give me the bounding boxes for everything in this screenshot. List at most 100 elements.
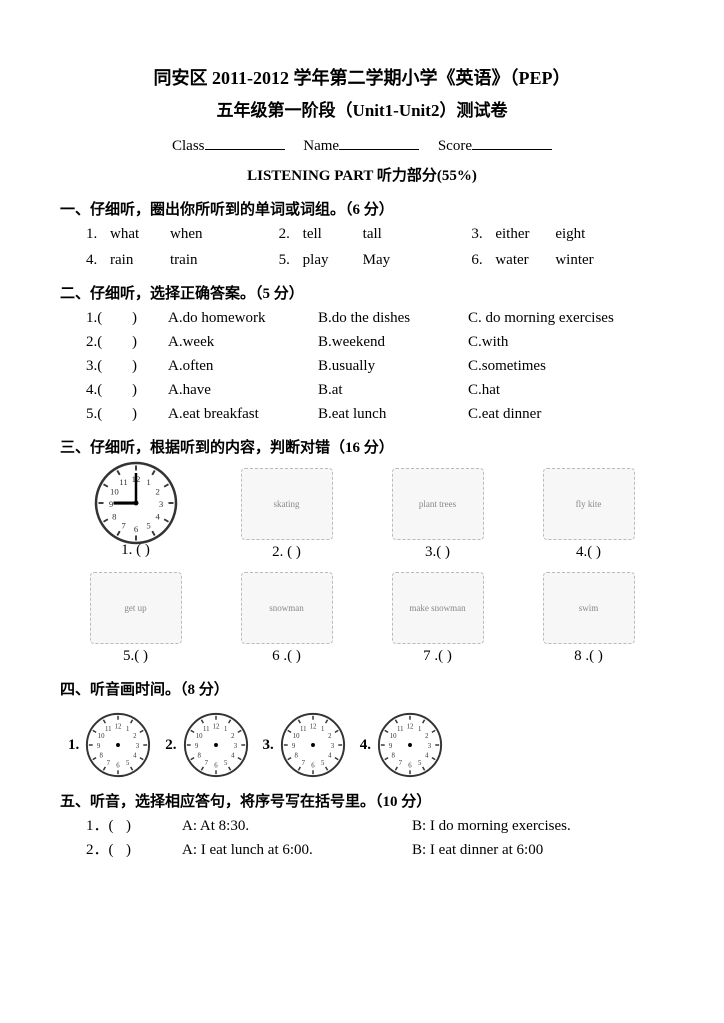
s3-pic: swim: [543, 572, 635, 644]
s4-label: 3.: [263, 733, 274, 757]
svg-text:8: 8: [391, 753, 395, 760]
s1-item: 6.waterwinter: [471, 248, 664, 272]
s3-pic-cell: make snowman7 .( ): [378, 572, 498, 668]
svg-text:12: 12: [407, 723, 414, 730]
svg-text:5: 5: [418, 760, 422, 767]
s3-caption: 1. ( ): [121, 538, 150, 562]
s4-clocks: 1.1212345678910112.1212345678910113.1212…: [60, 710, 664, 780]
svg-text:11: 11: [300, 726, 307, 733]
s3-pic: skating: [241, 468, 333, 540]
s3-pic-cell: plant trees3.( ): [378, 468, 498, 564]
s3-caption: 6 .( ): [272, 644, 301, 668]
svg-text:4: 4: [328, 753, 332, 760]
s3-caption: 2. ( ): [272, 540, 301, 564]
s2-row: 2.()A.weekB.weekendC.with: [86, 330, 664, 354]
s2-title: 二、仔细听，选择正确答案。（5 分）: [60, 282, 664, 306]
s3-pic-cell: skating2. ( ): [227, 468, 347, 564]
s3-caption: 4.( ): [576, 540, 601, 564]
s2-row: 4.()A.have B.at C.hat: [86, 378, 664, 402]
score-blank[interactable]: [472, 135, 552, 150]
s4-label: 1.: [68, 733, 79, 757]
svg-text:6: 6: [117, 762, 121, 769]
svg-text:11: 11: [397, 726, 404, 733]
svg-text:9: 9: [194, 743, 198, 750]
s3-pic-cell: 1212345678910111. ( ): [76, 468, 196, 564]
s1-item: 4.raintrain: [86, 248, 279, 272]
clock-icon: 121234567891011: [278, 710, 348, 780]
svg-text:3: 3: [428, 743, 432, 750]
name-blank[interactable]: [339, 135, 419, 150]
s3-pic: plant trees: [392, 468, 484, 540]
svg-text:12: 12: [212, 723, 219, 730]
svg-text:2: 2: [425, 733, 429, 740]
svg-text:6: 6: [214, 762, 218, 769]
s5-row: 2．()A: I eat lunch at 6:00.B: I eat dinn…: [86, 838, 664, 862]
svg-text:9: 9: [292, 743, 296, 750]
svg-text:8: 8: [112, 511, 117, 521]
svg-text:12: 12: [309, 723, 316, 730]
name-label: Name: [303, 138, 339, 154]
student-info: Class Name Score: [60, 134, 664, 158]
svg-text:1: 1: [418, 726, 421, 733]
s1-item: 1.whatwhen: [86, 222, 279, 246]
svg-text:10: 10: [293, 733, 300, 740]
s4-label: 2.: [165, 733, 176, 757]
s3-pic: get up: [90, 572, 182, 644]
svg-text:9: 9: [108, 499, 113, 509]
s3-pic: 121234567891011: [91, 468, 181, 538]
s3-pic: make snowman: [392, 572, 484, 644]
s1-item: 2.telltall: [279, 222, 472, 246]
svg-text:10: 10: [390, 733, 397, 740]
title-line1: 同安区 2011-2012 学年第二学期小学《英语》（PEP）: [60, 64, 664, 93]
svg-text:2: 2: [133, 733, 137, 740]
svg-text:11: 11: [203, 726, 210, 733]
s2-rows: 1.()A.do homeworkB.do the dishesC. do mo…: [60, 306, 664, 426]
svg-text:9: 9: [389, 743, 393, 750]
svg-text:5: 5: [224, 760, 228, 767]
s3-caption: 3.( ): [425, 540, 450, 564]
svg-text:8: 8: [294, 753, 298, 760]
class-blank[interactable]: [205, 135, 285, 150]
s3-pic-cell: snowman6 .( ): [227, 572, 347, 668]
clock-icon: 121234567891011: [83, 710, 153, 780]
svg-text:9: 9: [97, 743, 101, 750]
s2-row: 3.()A.oftenB.usuallyC.sometimes: [86, 354, 664, 378]
s3-title: 三、仔细听，根据听到的内容，判断对错（16 分）: [60, 436, 664, 460]
s3-pic-cell: get up5.( ): [76, 572, 196, 668]
s3-pic: fly kite: [543, 468, 635, 540]
s3-pic: snowman: [241, 572, 333, 644]
svg-text:7: 7: [107, 760, 111, 767]
svg-text:1: 1: [126, 726, 129, 733]
s3-caption: 7 .( ): [423, 644, 452, 668]
s4-title: 四、听音画时间。（8 分）: [60, 678, 664, 702]
svg-text:4: 4: [231, 753, 235, 760]
svg-text:1: 1: [224, 726, 227, 733]
score-label: Score: [438, 138, 472, 154]
s5-row: 1．()A: At 8:30.B: I do morning exercises…: [86, 814, 664, 838]
s1-item: 3.eithereight: [471, 222, 664, 246]
svg-text:10: 10: [195, 733, 202, 740]
svg-text:3: 3: [158, 499, 163, 509]
svg-text:5: 5: [146, 520, 151, 530]
svg-text:6: 6: [133, 524, 138, 534]
svg-text:12: 12: [115, 723, 122, 730]
s2-row: 1.()A.do homeworkB.do the dishesC. do mo…: [86, 306, 664, 330]
s4-label: 4.: [360, 733, 371, 757]
svg-text:3: 3: [233, 743, 237, 750]
clock-icon: 121234567891011: [181, 710, 251, 780]
svg-text:7: 7: [121, 520, 126, 530]
listening-part-title: LISTENING PART 听力部分(55%): [60, 164, 664, 188]
clock-icon: 121234567891011: [375, 710, 445, 780]
svg-text:11: 11: [105, 726, 112, 733]
s5-title: 五、听音，选择相应答句，将序号写在括号里。（10 分）: [60, 790, 664, 814]
svg-text:5: 5: [126, 760, 130, 767]
svg-text:5: 5: [321, 760, 325, 767]
s3-row2: get up5.( ) snowman6 .( ) make snowman7 .(…: [60, 572, 664, 668]
s2-row: 5.()A.eat breakfastB.eat lunchC.eat dinn…: [86, 402, 664, 426]
svg-text:6: 6: [311, 762, 315, 769]
svg-text:2: 2: [328, 733, 332, 740]
svg-text:2: 2: [155, 486, 159, 496]
svg-text:2: 2: [231, 733, 235, 740]
class-label: Class: [172, 138, 205, 154]
svg-text:10: 10: [109, 486, 118, 496]
